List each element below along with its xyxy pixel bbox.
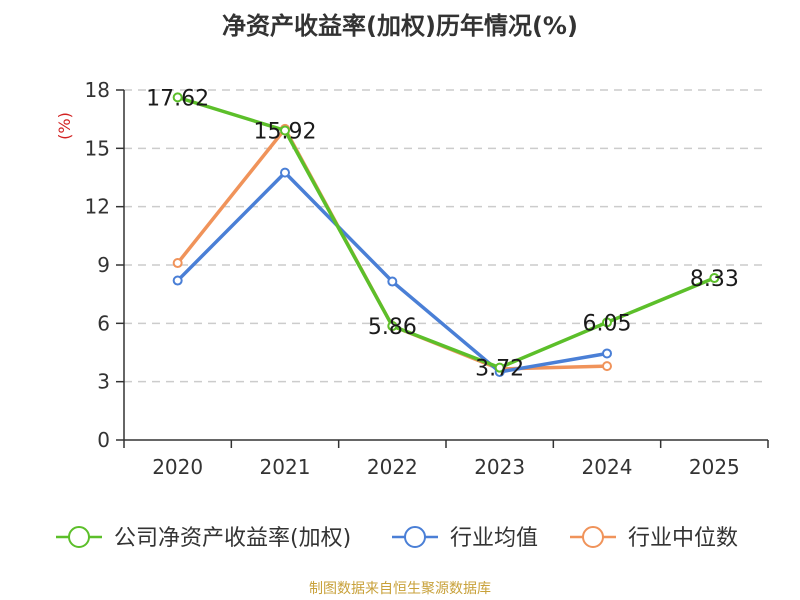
y-tick-label: 6 xyxy=(97,311,110,335)
y-tick-label: 12 xyxy=(85,195,110,219)
data-point xyxy=(387,276,398,287)
legend-label: 行业中位数 xyxy=(628,526,738,551)
data-label: 3.72 xyxy=(475,357,524,382)
source-note: 制图数据来自恒生聚源数据库 xyxy=(309,581,491,597)
legend-marker xyxy=(68,526,90,548)
y-tick-label: 9 xyxy=(97,253,110,277)
data-point xyxy=(172,258,183,269)
data-point xyxy=(709,273,720,284)
data-label: 15.92 xyxy=(254,119,317,144)
y-axis-label: (%) xyxy=(55,112,74,140)
y-tick-label: 18 xyxy=(85,78,110,102)
data-point xyxy=(280,167,290,178)
data-label: 5.86 xyxy=(368,315,417,340)
y-tick-label: 0 xyxy=(97,428,110,452)
legend-label: 行业均值 xyxy=(450,526,538,551)
data-point xyxy=(172,92,183,103)
x-tick-label: 2023 xyxy=(474,455,525,479)
x-tick-label: 2024 xyxy=(582,455,633,479)
data-point xyxy=(280,125,290,136)
grid-lines xyxy=(124,89,768,383)
x-tick-label: 2025 xyxy=(689,455,740,479)
data-label: 6.05 xyxy=(583,311,632,336)
data-labels: 17.62 15.92 5.86 3.72 6.05 8.33 xyxy=(146,86,739,381)
legend-marker xyxy=(404,526,426,548)
x-tick-label: 2020 xyxy=(152,455,203,479)
legend-marker xyxy=(582,526,604,548)
data-point xyxy=(172,275,183,286)
data-label: 17.62 xyxy=(146,86,209,111)
data-point xyxy=(494,362,505,373)
series-line xyxy=(176,170,608,374)
series-lines xyxy=(172,92,720,377)
legend: 公司净资产收益率(加权) 行业均值 行业中位数 xyxy=(56,526,738,551)
axes: 0 3 6 9 12 15 18 (%) 2020 2021 2022 2023 2024 2025 xyxy=(55,78,769,479)
data-point xyxy=(602,348,612,359)
data-point xyxy=(602,361,612,372)
data-label: 8.33 xyxy=(690,267,739,292)
y-tick-label: 15 xyxy=(85,136,110,160)
legend-label: 公司净资产收益率(加权) xyxy=(114,526,351,551)
series-line xyxy=(177,95,716,370)
data-point xyxy=(387,321,398,332)
y-tick-label: 3 xyxy=(97,370,110,394)
x-tick-label: 2022 xyxy=(367,455,418,479)
chart-title: 净资产收益率(加权)历年情况(%) xyxy=(222,12,578,40)
x-tick-label: 2021 xyxy=(260,455,311,479)
data-point xyxy=(602,317,612,328)
